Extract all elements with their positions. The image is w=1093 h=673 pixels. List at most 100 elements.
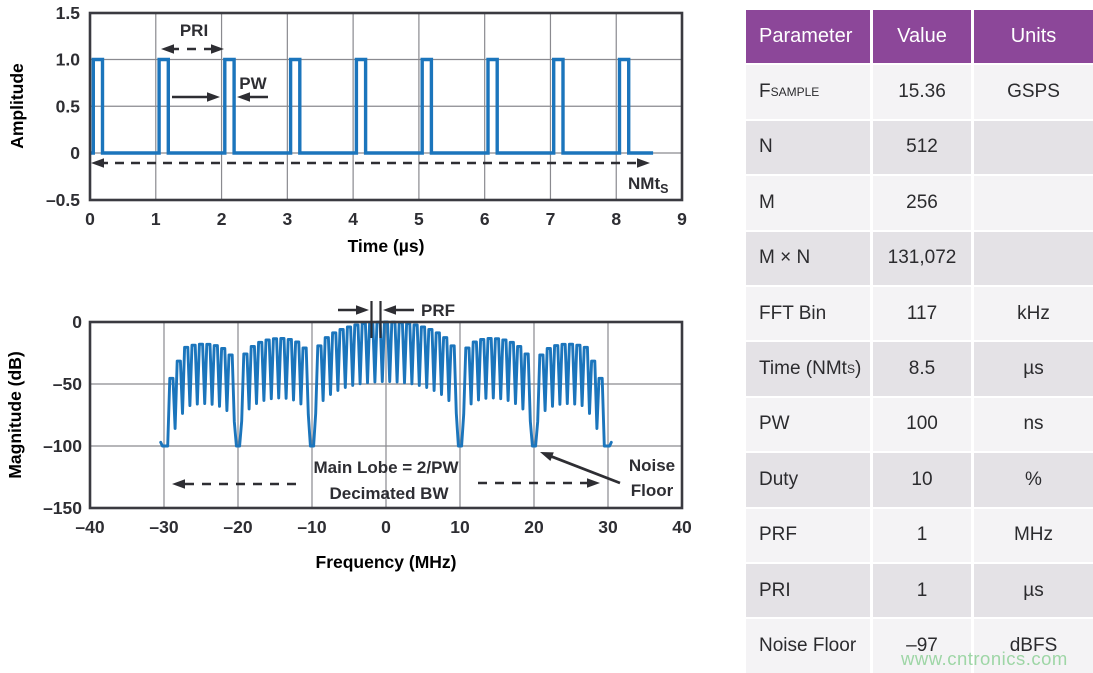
table-cell-value: 100 (873, 397, 971, 452)
pulse-train-waveform (90, 57, 654, 155)
table-cell-units: µs (974, 342, 1093, 396)
table-cell-units (974, 120, 1093, 175)
watermark-text: www.cntronics.com (901, 648, 1068, 669)
prf-arrowhead-left (356, 305, 369, 315)
table-cell-parameter: M × N (746, 231, 870, 285)
decimated-bw-arrowhead-right (587, 478, 600, 488)
noise-floor-arrowhead (540, 452, 554, 461)
time-axis-label: Time (µs) (348, 236, 425, 256)
table-cell-value: 1 (873, 563, 971, 618)
x-tick-label: 9 (677, 209, 687, 229)
freq-chart-plot-border (88, 320, 684, 510)
table-cell-parameter: PRI (746, 563, 870, 618)
noise-floor-label-line1: Noise (629, 456, 675, 475)
table-cell-parameter: FFT Bin (746, 286, 870, 341)
frequency-axis-label: Frequency (MHz) (316, 552, 457, 572)
table-cell-parameter: Time (NMt S) (746, 342, 870, 396)
x-tick-label: –40 (75, 517, 104, 537)
amplitude-axis-label: Amplitude (7, 63, 27, 149)
table-cell-parameter: F SAMPLE (746, 65, 870, 119)
decimated-bw-arrowhead-left (172, 479, 185, 489)
pri-arrowhead-right (211, 44, 224, 54)
table-cell-units: µs (974, 563, 1093, 618)
pri-label: PRI (180, 21, 208, 40)
table-cell-value: 8.5 (873, 342, 971, 396)
table-cell-units: % (974, 453, 1093, 507)
pw-arrowhead-right (207, 92, 220, 102)
y-tick-label: 0 (70, 143, 80, 163)
x-tick-label: 10 (450, 517, 470, 537)
x-tick-label: 4 (348, 209, 358, 229)
x-tick-label: 30 (598, 517, 618, 537)
table-cell-value: 1 (873, 508, 971, 562)
x-tick-label: –20 (223, 517, 252, 537)
table-cell-value: 512 (873, 120, 971, 175)
pri-arrowhead-left (161, 44, 174, 54)
decimated-bw-label: Decimated BW (329, 484, 449, 503)
table-cell-value: 256 (873, 176, 971, 230)
table-header-units: Units (974, 10, 1093, 64)
main-lobe-label: Main Lobe = 2/PW (314, 458, 460, 477)
time-chart-plot-border (88, 11, 684, 202)
nmts-label: NMtS (628, 174, 668, 196)
table-cell-units (974, 231, 1093, 285)
parameter-table: Parameter Value Units F SAMPLE 15.36 GSPS N 512 M… (746, 10, 1093, 673)
table-cell-parameter: Duty (746, 453, 870, 507)
x-tick-label: 20 (524, 517, 544, 537)
table-cell-parameter: N (746, 120, 870, 175)
table-cell-units: kHz (974, 286, 1093, 341)
nmts-arrowhead-left (91, 158, 104, 168)
table-cell-value: 131,072 (873, 231, 971, 285)
table-header-parameter: Parameter (746, 10, 870, 64)
frequency-domain-chart: PRF Main Lobe = 2/PW Decimated BW Noise Floo… (5, 301, 692, 572)
y-tick-label: 1.0 (56, 50, 81, 70)
table-cell-units: dBFS (974, 619, 1093, 673)
y-tick-label: –50 (53, 374, 82, 394)
time-chart-tick-labels: 0 1 2 3 4 5 6 7 8 91.51.00.50–0.5 (46, 3, 687, 229)
time-chart-annotations: PRI PW NMtS (91, 21, 668, 196)
table-cell-value: 117 (873, 286, 971, 341)
x-tick-label: 1 (151, 209, 161, 229)
y-tick-label: –0.5 (46, 190, 80, 210)
prf-arrowhead-right (383, 305, 396, 315)
freq-chart-gridlines (90, 322, 682, 508)
prf-label: PRF (421, 301, 455, 320)
table-cell-parameter: M (746, 176, 870, 230)
x-tick-label: –10 (297, 517, 326, 537)
time-chart-gridlines (90, 13, 682, 200)
y-tick-label: 0 (72, 312, 82, 332)
x-tick-label: 3 (282, 209, 292, 229)
x-tick-label: –30 (149, 517, 178, 537)
x-tick-label: 40 (672, 517, 692, 537)
table-header-value: Value (873, 10, 971, 64)
x-tick-label: 0 (85, 209, 95, 229)
table-cell-units: MHz (974, 508, 1093, 562)
table-cell-units: GSPS (974, 65, 1093, 119)
pw-arrowhead-left (237, 92, 250, 102)
table-cell-value: –97 (873, 619, 971, 673)
nmts-arrowhead-right (637, 158, 650, 168)
noise-floor-arrow-line (550, 454, 621, 485)
table-cell-parameter: PRF (746, 508, 870, 562)
y-tick-label: 0.5 (56, 96, 81, 116)
table-cell-units: ns (974, 397, 1093, 452)
x-tick-label: 8 (611, 209, 621, 229)
x-tick-label: 6 (480, 209, 490, 229)
table-cell-parameter: PW (746, 397, 870, 452)
table-cell-units (974, 176, 1093, 230)
table-cell-value: 15.36 (873, 65, 971, 119)
freq-chart-tick-labels: –40 –30 –20 –10 0 10 20 30 400–50–100–150 (43, 312, 692, 537)
pw-label: PW (239, 74, 267, 93)
magnitude-axis-label: Magnitude (dB) (5, 351, 25, 478)
x-tick-label: 0 (381, 517, 391, 537)
table-cell-value: 10 (873, 453, 971, 507)
y-tick-label: 1.5 (56, 3, 81, 23)
x-tick-label: 5 (414, 209, 424, 229)
noise-floor-label-line2: Floor (631, 481, 674, 500)
x-tick-label: 2 (217, 209, 227, 229)
table-cell-parameter: Noise Floor (746, 619, 870, 673)
y-tick-label: –100 (43, 436, 82, 456)
y-tick-label: –150 (43, 498, 82, 518)
